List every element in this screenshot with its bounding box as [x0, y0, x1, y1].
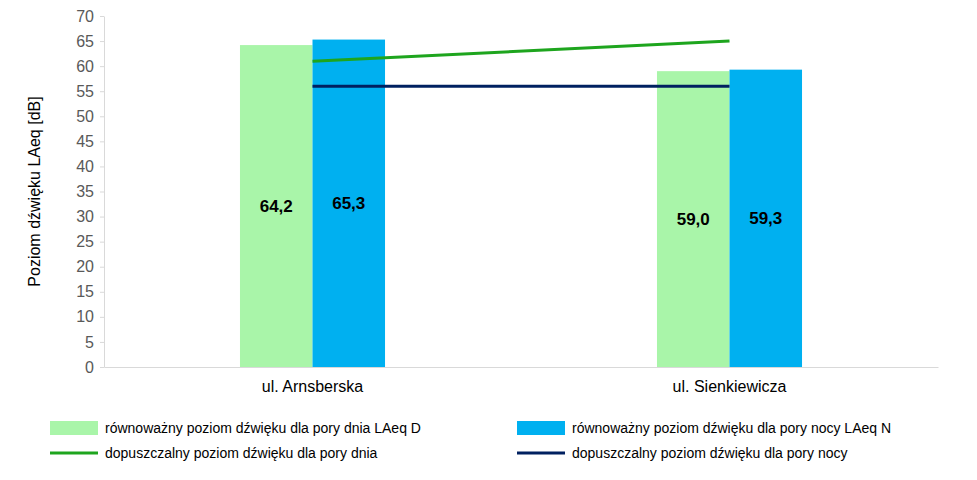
data-label: 64,2 [260, 197, 293, 216]
y-tick: 40 [76, 158, 104, 175]
y-tick-label: 35 [76, 183, 94, 200]
legend-item: dopuszczalny poziom dźwięku dla pory noc… [517, 445, 847, 461]
y-tick-mark [100, 342, 104, 343]
legend-swatch [50, 452, 98, 455]
legend-label: równoważny poziom dźwięku dla pory nocy … [572, 420, 891, 436]
y-tick-mark [100, 41, 104, 42]
legend-swatch [517, 452, 565, 455]
y-tick: 0 [85, 359, 104, 376]
y-tick-label: 15 [76, 283, 94, 300]
chart: 0 5 10 15 20 25 30 35 40 45 50 55 60 65 70 Poziom dźwię… [0, 0, 977, 480]
x-axis: ul. Arnsberska ul. Sienkiewicza [105, 367, 939, 395]
data-labels: 64,2 59,0 65,3 59,3 [260, 194, 783, 229]
y-tick-label: 70 [76, 8, 94, 25]
y-tick-label: 30 [76, 208, 94, 225]
y-tick: 20 [76, 258, 104, 275]
legend: równoważny poziom dźwięku dla pory dnia … [50, 420, 891, 461]
x-tick: ul. Sienkiewicza [673, 367, 787, 395]
y-tick-label: 10 [76, 308, 94, 325]
bar [730, 70, 803, 367]
y-tick-label: 60 [76, 58, 94, 75]
y-tick-mark [100, 91, 104, 92]
line [313, 41, 730, 61]
y-tick: 55 [76, 83, 104, 100]
y-tick: 35 [76, 183, 104, 200]
legend-swatch [517, 421, 565, 435]
y-tick-label: 45 [76, 133, 94, 150]
y-tick-mark [100, 192, 104, 193]
y-axis: 0 5 10 15 20 25 30 35 40 45 50 55 60 65 70 [76, 8, 104, 376]
legend-item: równoważny poziom dźwięku dla pory nocy … [517, 420, 891, 436]
y-tick: 45 [76, 133, 104, 150]
y-tick: 65 [76, 33, 104, 50]
data-label: 65,3 [332, 194, 365, 213]
bar [313, 40, 386, 367]
x-tick-label: ul. Arnsberska [262, 378, 363, 395]
y-tick-mark [100, 367, 104, 368]
y-tick-label: 20 [76, 258, 94, 275]
y-tick-label: 40 [76, 158, 94, 175]
y-tick-label: 0 [85, 359, 94, 376]
y-tick-mark [100, 66, 104, 67]
x-axis-line [105, 367, 939, 368]
legend-label: równoważny poziom dźwięku dla pory dnia … [105, 420, 421, 436]
y-tick-label: 65 [76, 33, 94, 50]
x-tick-label: ul. Sienkiewicza [673, 378, 787, 395]
y-tick: 5 [85, 334, 104, 351]
y-tick-mark [100, 166, 104, 167]
y-tick-label: 25 [76, 233, 94, 250]
legend-item: równoważny poziom dźwięku dla pory dnia … [50, 420, 421, 436]
y-axis-line [104, 17, 105, 368]
y-tick: 15 [76, 283, 104, 300]
legend-item: dopuszczalny poziom dźwięku dla pory dni… [50, 445, 378, 461]
legend-label: dopuszczalny poziom dźwięku dla pory noc… [572, 445, 847, 461]
y-tick-label: 55 [76, 83, 94, 100]
y-axis-title: Poziom dźwięku LAeq [dB] [26, 96, 43, 286]
x-tick: ul. Arnsberska [262, 367, 363, 395]
y-tick-mark [100, 267, 104, 268]
y-tick-mark [100, 317, 104, 318]
y-tick: 60 [76, 58, 104, 75]
legend-label: dopuszczalny poziom dźwięku dla pory dni… [105, 445, 378, 461]
bar [657, 71, 730, 367]
y-tick-mark [100, 217, 104, 218]
y-tick-label: 5 [85, 334, 94, 351]
y-tick: 25 [76, 233, 104, 250]
data-label: 59,3 [749, 209, 782, 228]
y-tick-mark [100, 116, 104, 117]
line [313, 85, 730, 88]
y-tick: 50 [76, 108, 104, 125]
legend-swatch [50, 421, 98, 435]
y-tick-mark [100, 16, 104, 17]
y-tick-mark [100, 141, 104, 142]
plot-marks [240, 40, 802, 367]
y-tick-mark [100, 292, 104, 293]
y-tick-label: 50 [76, 108, 94, 125]
y-tick: 10 [76, 308, 104, 325]
y-tick: 70 [76, 8, 104, 25]
bar [240, 45, 313, 367]
y-tick-mark [100, 242, 104, 243]
data-label: 59,0 [677, 210, 710, 229]
y-tick: 30 [76, 208, 104, 225]
